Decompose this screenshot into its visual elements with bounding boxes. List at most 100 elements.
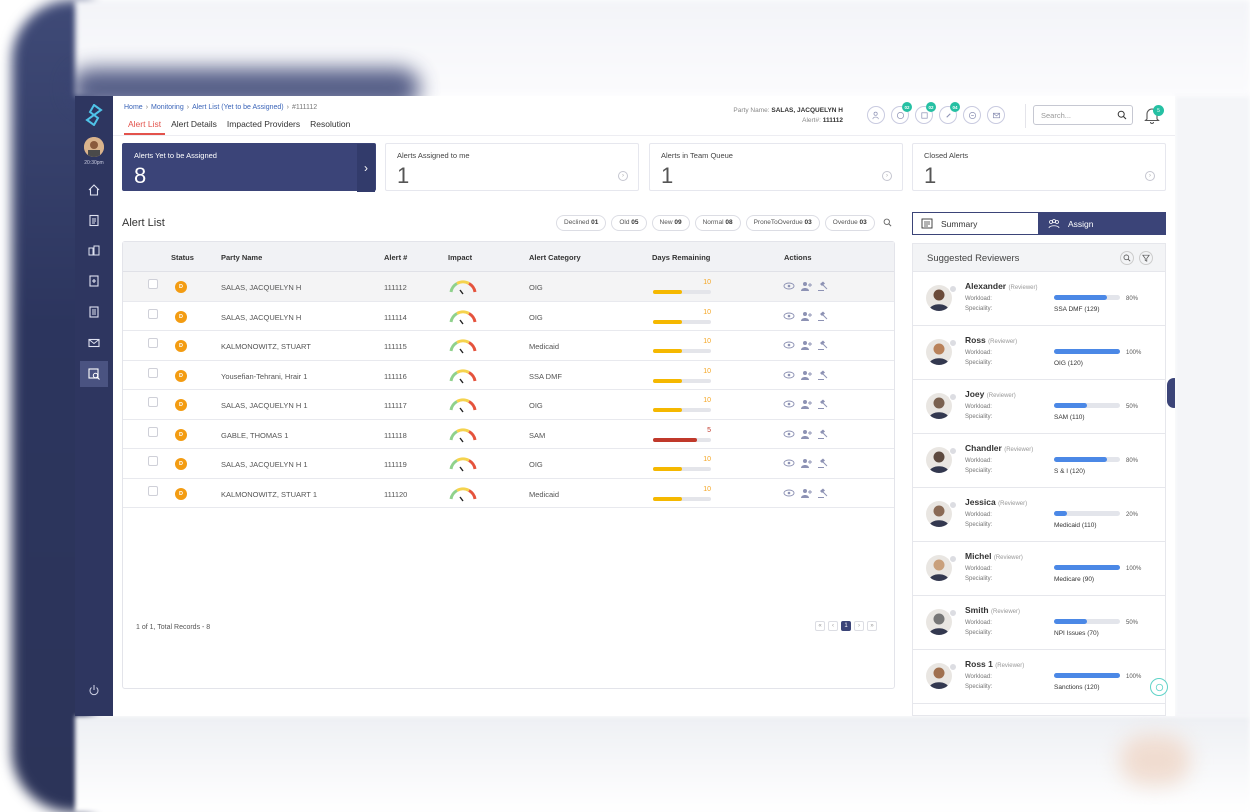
user-avatar[interactable] xyxy=(84,137,104,157)
breadcrumb-alert-list[interactable]: Alert List (Yet to be Assigned) xyxy=(192,104,284,111)
hospital-icon[interactable] xyxy=(80,237,108,263)
breadcrumb-home[interactable]: Home xyxy=(124,104,143,111)
document-icon[interactable] xyxy=(80,299,108,325)
gavel-icon[interactable] xyxy=(817,311,829,321)
col-status[interactable]: Status xyxy=(171,253,194,262)
filter-new[interactable]: New 09 xyxy=(651,215,690,231)
reviewer-card[interactable]: Chandler (Reviewer) Workload: Speciality: 8… xyxy=(913,434,1165,488)
row-checkbox[interactable] xyxy=(148,308,158,319)
filter-prone-to-overdue[interactable]: ProneToOverdue 03 xyxy=(745,215,820,231)
prev-page-button[interactable]: ‹ xyxy=(828,621,838,631)
card-assigned-to-me[interactable]: Alerts Assigned to me 1 › xyxy=(385,143,639,191)
card-team-queue[interactable]: Alerts in Team Queue 1 › xyxy=(649,143,903,191)
col-actions[interactable]: Actions xyxy=(784,253,812,262)
current-page[interactable]: 1 xyxy=(841,621,851,631)
col-impact[interactable]: Impact xyxy=(448,253,473,262)
view-icon[interactable] xyxy=(783,399,795,409)
filter-declined[interactable]: Declined 01 xyxy=(556,215,607,231)
last-page-button[interactable]: » xyxy=(867,621,877,631)
gavel-icon[interactable] xyxy=(817,429,829,439)
search-icon[interactable] xyxy=(1117,110,1127,120)
col-days-remaining[interactable]: Days Remaining xyxy=(652,253,711,262)
tab-impacted-providers[interactable]: Impacted Providers xyxy=(226,119,301,129)
gavel-icon[interactable] xyxy=(817,340,829,350)
email-button[interactable] xyxy=(987,106,1005,124)
chevron-right-icon[interactable]: › xyxy=(357,144,375,192)
table-row[interactable]: D SALAS, JACQUELYN H 1 111119 OIG 10 xyxy=(123,449,894,479)
view-icon[interactable] xyxy=(783,429,795,439)
assign-user-icon[interactable] xyxy=(800,399,812,409)
reviewer-card[interactable]: Joey (Reviewer) Workload: Speciality: 50% SA… xyxy=(913,380,1165,434)
assign-user-icon[interactable] xyxy=(800,340,812,350)
power-icon[interactable] xyxy=(80,677,108,703)
col-alert-no[interactable]: Alert # xyxy=(384,253,408,262)
filter-search-button[interactable] xyxy=(880,215,896,231)
assign-user-icon[interactable] xyxy=(800,311,812,321)
gavel-icon[interactable] xyxy=(817,458,829,468)
reviewer-filter-button[interactable] xyxy=(1139,251,1153,265)
view-icon[interactable] xyxy=(783,311,795,321)
card-closed-alerts[interactable]: Closed Alerts 1 › xyxy=(912,143,1166,191)
assign-user-icon[interactable] xyxy=(800,281,812,291)
arrow-right-icon[interactable]: › xyxy=(1145,171,1155,181)
medical-report-icon[interactable] xyxy=(80,268,108,294)
gavel-icon[interactable] xyxy=(817,281,829,291)
filter-overdue[interactable]: Overdue 03 xyxy=(824,215,875,231)
row-checkbox[interactable] xyxy=(148,456,158,466)
table-row[interactable]: D KALMONOWITZ, STUART 1 111120 Medicaid 10 xyxy=(123,479,894,508)
reviewer-card[interactable]: Ross (Reviewer) Workload: Speciality: 100% O… xyxy=(913,326,1165,380)
logo-icon[interactable] xyxy=(85,104,103,126)
row-checkbox[interactable] xyxy=(148,367,158,378)
col-alert-category[interactable]: Alert Category xyxy=(529,253,581,262)
reviewer-search-button[interactable] xyxy=(1120,251,1134,265)
tab-resolution[interactable]: Resolution xyxy=(310,119,351,129)
tab-summary[interactable]: Summary xyxy=(912,212,1039,235)
assign-user-icon[interactable] xyxy=(800,488,812,498)
col-party-name[interactable]: Party Name xyxy=(221,253,263,262)
home-icon[interactable] xyxy=(80,177,108,203)
attachments-button[interactable]: 04 xyxy=(939,102,960,124)
gavel-icon[interactable] xyxy=(817,399,829,409)
table-row[interactable]: D KALMONOWITZ, STUART 111115 Medicaid 10 xyxy=(123,331,894,361)
row-checkbox[interactable] xyxy=(148,279,158,289)
view-icon[interactable] xyxy=(783,370,795,380)
row-checkbox[interactable] xyxy=(148,485,158,496)
reviewer-card[interactable]: Jessica (Reviewer) Workload: Speciality: 20… xyxy=(913,488,1165,542)
row-checkbox[interactable] xyxy=(148,426,158,437)
tab-alert-list[interactable]: Alert List xyxy=(124,119,166,135)
next-page-button[interactable]: › xyxy=(854,621,864,631)
row-checkbox[interactable] xyxy=(148,397,158,407)
alert-search-icon[interactable] xyxy=(80,361,108,387)
view-icon[interactable] xyxy=(783,340,795,350)
view-icon[interactable] xyxy=(783,488,795,498)
card-yet-to-be-assigned[interactable]: Alerts Yet to be Assigned 8 › xyxy=(122,143,376,192)
clipboard-icon[interactable] xyxy=(80,207,108,233)
arrow-right-icon[interactable]: › xyxy=(618,171,628,181)
reviewer-card[interactable]: Alexander (Reviewer) Workload: Speciality:… xyxy=(913,272,1165,326)
view-icon[interactable] xyxy=(783,458,795,468)
tab-alert-details[interactable]: Alert Details xyxy=(171,119,217,129)
table-row[interactable]: D SALAS, JACQUELYN H 1 111117 OIG 10 xyxy=(123,390,894,420)
chat-button[interactable] xyxy=(963,106,981,124)
reviewer-card[interactable]: Ross 1 (Reviewer) Workload: Speciality: 100… xyxy=(913,650,1165,704)
arrow-right-icon[interactable]: › xyxy=(882,171,892,181)
filter-normal[interactable]: Normal 08 xyxy=(694,215,741,231)
mail-icon[interactable] xyxy=(80,330,108,356)
assign-user-icon[interactable] xyxy=(800,458,812,468)
assign-user-icon[interactable] xyxy=(800,429,812,439)
gavel-icon[interactable] xyxy=(817,488,829,498)
table-row[interactable]: D Yousefian-Tehrani, Hrair 1 111116 SSA DMF… xyxy=(123,361,894,390)
first-page-button[interactable]: « xyxy=(815,621,825,631)
table-row[interactable]: D GABLE, THOMAS 1 111118 SAM 5 xyxy=(123,420,894,449)
assign-user-icon[interactable] xyxy=(800,370,812,380)
breadcrumb-monitoring[interactable]: Monitoring xyxy=(151,104,184,111)
reviewer-card[interactable]: Smith (Reviewer) Workload: Speciality: 50% N… xyxy=(913,596,1165,650)
reviewer-card[interactable]: Michel (Reviewer) Workload: Speciality: 100… xyxy=(913,542,1165,596)
chat-bubble-button[interactable] xyxy=(1150,678,1168,696)
filter-old[interactable]: Old 05 xyxy=(611,215,647,231)
table-row[interactable]: D SALAS, JACQUELYN H 111112 OIG 10 xyxy=(123,272,894,302)
assign-user-button[interactable] xyxy=(867,106,885,124)
panel-handle[interactable] xyxy=(1167,378,1175,408)
comments-button[interactable]: 02 xyxy=(891,102,912,124)
notes-button[interactable]: 02 xyxy=(915,102,936,124)
